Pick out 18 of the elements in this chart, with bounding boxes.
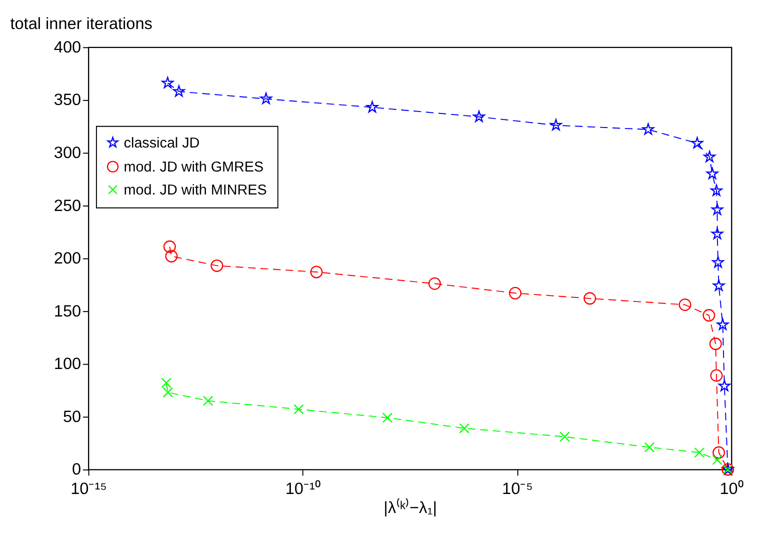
legend-label: classical JD — [124, 135, 200, 152]
y-tick-label: 250 — [54, 196, 82, 215]
legend-label: mod. JD with GMRES — [124, 159, 264, 176]
y-tick-label: 400 — [54, 38, 82, 56]
x-tick-label: 10⁰ — [720, 480, 744, 498]
y-tick-label: 350 — [54, 91, 82, 110]
chart-title: total inner iterations — [10, 14, 152, 33]
x-tick-label: 10⁻⁵ — [502, 480, 533, 498]
y-tick-label: 300 — [54, 144, 82, 162]
x-axis-title: |λ⁽ᵏ⁾−λ₁| — [384, 498, 437, 518]
y-tick-label: 100 — [54, 355, 82, 374]
legend-label: mod. JD with MINRES — [124, 182, 267, 198]
y-tick-label: 200 — [54, 250, 82, 268]
y-tick-label: 150 — [54, 302, 82, 320]
x-tick-label: 10⁻¹⁵ — [70, 480, 107, 498]
x-tick-label: 10⁻¹⁰ — [285, 480, 321, 498]
y-tick-label: 50 — [62, 408, 82, 426]
y-tick-label: 0 — [72, 460, 82, 479]
